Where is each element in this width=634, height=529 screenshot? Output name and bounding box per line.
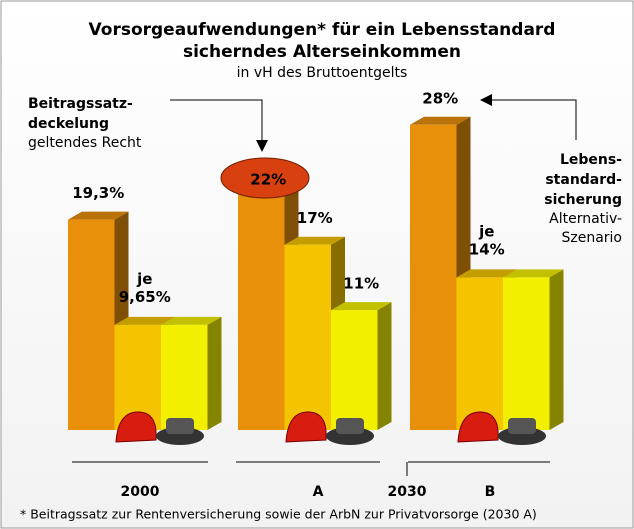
group-label: 2030 [388,484,427,500]
annotation: Szenario [561,230,622,246]
hat [508,418,536,434]
bar [285,245,332,430]
hat [336,418,364,434]
bar [161,325,208,430]
value-label: 11% [343,275,379,293]
annotation: sicherung [544,192,622,208]
value-label: 19,3% [72,184,124,202]
annotation: Lebens- [560,152,622,168]
bar-side [208,317,222,430]
annotation: Beitragssatz- [28,96,133,112]
value-label: 28% [422,89,458,107]
annotation: standard- [545,172,622,188]
bar [457,277,504,430]
bar [238,190,285,430]
x-tick-label: A [313,484,324,500]
value-label: 22% [250,171,286,189]
bar [503,277,550,430]
chart-subtitle: in vH des Bruttoentgelts [237,65,408,81]
x-tick-label: 2000 [121,484,160,500]
hat [166,418,194,434]
bar [68,220,115,430]
value-label: 17% [297,209,333,227]
chart-title: sicherndes Alterseinkommen [183,42,461,62]
bar [410,125,457,430]
annotation: deckelung [28,116,109,132]
annotation: geltendes Recht [28,135,142,151]
x-tick-label: B [485,484,496,500]
bar-side [550,269,564,430]
bar [331,310,378,430]
bar-side [378,302,392,430]
annotation: Alternativ- [549,211,622,227]
chart-title: Vorsorgeaufwendungen* für ein Lebensstan… [89,20,556,40]
chart: Vorsorgeaufwendungen* für ein Lebensstan… [0,0,634,529]
footnote: * Beitragssatz zur Rentenversicherung so… [20,507,537,522]
